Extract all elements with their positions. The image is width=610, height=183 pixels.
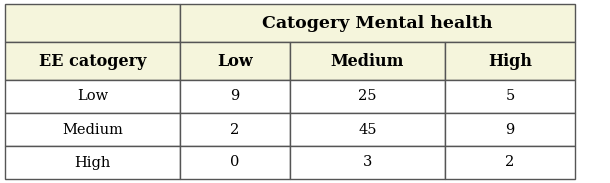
Bar bbox=[445, 80, 575, 113]
Text: 2: 2 bbox=[231, 122, 240, 137]
Bar bbox=[180, 146, 290, 179]
Text: High: High bbox=[488, 53, 532, 70]
Text: High: High bbox=[74, 156, 110, 169]
Text: 5: 5 bbox=[505, 89, 515, 104]
Bar bbox=[290, 42, 445, 80]
Bar bbox=[445, 42, 575, 80]
Text: 3: 3 bbox=[363, 156, 372, 169]
Bar bbox=[445, 113, 575, 146]
Bar bbox=[5, 113, 180, 146]
Bar bbox=[180, 42, 290, 80]
Bar bbox=[290, 146, 445, 179]
Text: 25: 25 bbox=[358, 89, 377, 104]
Text: 9: 9 bbox=[231, 89, 240, 104]
Text: 0: 0 bbox=[231, 156, 240, 169]
Text: Catogery Mental health: Catogery Mental health bbox=[262, 14, 493, 31]
Bar bbox=[180, 113, 290, 146]
Bar bbox=[180, 4, 575, 42]
Text: Low: Low bbox=[217, 53, 253, 70]
Text: Low: Low bbox=[77, 89, 108, 104]
Bar bbox=[5, 4, 180, 42]
Bar bbox=[5, 42, 180, 80]
Text: 9: 9 bbox=[505, 122, 515, 137]
Text: 2: 2 bbox=[505, 156, 515, 169]
Bar bbox=[180, 80, 290, 113]
Text: 45: 45 bbox=[358, 122, 377, 137]
Bar bbox=[5, 146, 180, 179]
Bar bbox=[5, 80, 180, 113]
Text: Medium: Medium bbox=[331, 53, 404, 70]
Text: Medium: Medium bbox=[62, 122, 123, 137]
Bar bbox=[290, 113, 445, 146]
Text: EE catogery: EE catogery bbox=[39, 53, 146, 70]
Bar bbox=[445, 146, 575, 179]
Bar bbox=[290, 80, 445, 113]
